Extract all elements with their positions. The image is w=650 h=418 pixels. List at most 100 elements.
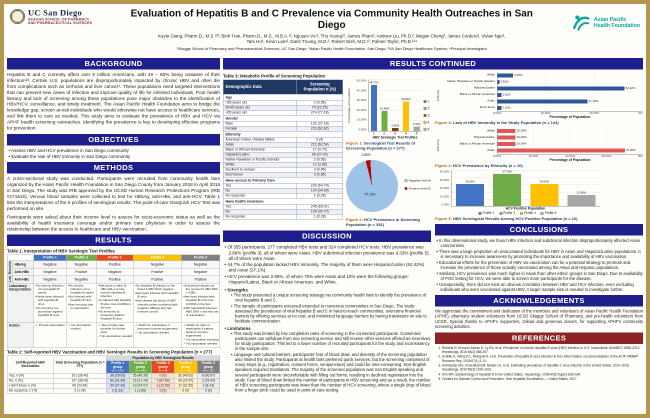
hb-axis: 0.00% 20.00% 40.00% 60.00% bbox=[493, 111, 643, 116]
tr: No response 1 (0.28) bbox=[223, 213, 343, 220]
t1-lbl: HBsAg bbox=[12, 260, 34, 269]
t1-ul: ✓ Provide vaccination bbox=[34, 323, 66, 329]
t1-ul: No hepatitis B infection in the blood if… bbox=[134, 284, 182, 316]
t2-gn: (n = 79) bbox=[180, 369, 191, 373]
cc-lge: Negative Anti-HCV bbox=[404, 178, 431, 183]
t1-val: Negative bbox=[181, 268, 220, 277]
t1-ph: Profile 5 bbox=[181, 254, 220, 262]
t3: Demographic Data Screening Population n (… bbox=[223, 79, 343, 220]
hb-body: White 10.00% Hispanic/Latino 10.00% Black or… bbox=[441, 127, 643, 162]
hb-r: Hispanic/Latino 10.00% bbox=[441, 134, 643, 141]
hb-track: 10.00% bbox=[497, 134, 643, 141]
t1-cell: ✓ Watch for risks of reactivation if pat… bbox=[181, 322, 220, 349]
tr: No response, n (%) 3 (1.08) 2 (1.61) 1 (1.8… bbox=[7, 388, 220, 394]
li: Not infected with hepatitis B virus bbox=[68, 296, 95, 303]
t3-h: Screening Population n (%) bbox=[296, 79, 343, 95]
bar bbox=[497, 99, 588, 104]
span: HCV Prevalence by Ethnicity (n = 10) bbox=[451, 163, 523, 168]
hb-xl: Percentage of Population bbox=[549, 115, 591, 120]
li: Never been infected with hepatitis B vir… bbox=[36, 296, 66, 307]
bar bbox=[530, 183, 559, 207]
span: Percentage of Population bbox=[347, 88, 351, 123]
t2-v: 3 (1.08) bbox=[53, 388, 107, 394]
pre: Figure 3: bbox=[435, 120, 452, 126]
hb-track: 70.00% bbox=[497, 147, 643, 154]
hb-cat: Black or African American bbox=[459, 141, 495, 146]
bar bbox=[567, 195, 596, 207]
cc-yt: 20.00% bbox=[439, 187, 450, 191]
cc-bw: 25.00% bbox=[454, 171, 485, 207]
figure3-hbv-immunity-chart: Ethnicity White 6.45% Native Hawaiian or Pa… bbox=[435, 72, 643, 125]
t2: Self-Reported HBV Vaccination Total Scree… bbox=[7, 355, 220, 394]
t1-val: Positive bbox=[96, 260, 134, 269]
cc-xl: HBV Serologic Test Profiles bbox=[372, 136, 418, 140]
table3: Demographic Data Screening Population n (… bbox=[223, 79, 343, 230]
hb-track: 10.00% bbox=[497, 127, 643, 135]
list-item: Language and cultural barriers, particip… bbox=[231, 352, 431, 393]
t2-v: 0 (0) bbox=[196, 388, 220, 394]
li: Is infected with hepatitis B virus; has … bbox=[98, 299, 132, 310]
table1: Profile 1 Profile 2 Profile 3 Profile 4 Prof… bbox=[7, 254, 220, 349]
cc-dl: 25.00% bbox=[465, 180, 475, 184]
span: Negative Anti-HCV bbox=[408, 178, 431, 183]
cc-yt: 40.00% bbox=[356, 89, 367, 93]
hb-val: 10.00% bbox=[516, 142, 527, 146]
hb-xl: Percentage of Population bbox=[549, 158, 591, 162]
list-item: Hofmeister MG, Rosenthal EM, Barker LK, … bbox=[442, 364, 643, 372]
path bbox=[577, 22, 590, 31]
authors-line1: Kayla Giang, Pharm.D., M.S.¹²³, Binh Tra… bbox=[158, 33, 506, 39]
results-continued-banner: RESULTS CONTINUED bbox=[223, 58, 643, 70]
hb-val: 37.10% bbox=[588, 99, 599, 103]
hb-r: White 6.45% bbox=[441, 72, 643, 79]
bar bbox=[497, 92, 502, 97]
sw bbox=[423, 107, 427, 111]
t2-h: Total Screening Population (n = 277) bbox=[53, 355, 107, 374]
span: 1 bbox=[427, 100, 430, 104]
circle bbox=[575, 15, 580, 20]
cc-lge: 2 bbox=[423, 107, 432, 111]
t1-cell: Has acute or flare (if HBc IgM+) or has … bbox=[96, 283, 134, 323]
tr: Lab Results HBsAg Negative Negative Positive… bbox=[7, 260, 220, 284]
hb-val: 6.45% bbox=[514, 73, 523, 77]
tr: Anti-HBs Negative Positive Negative Positive… bbox=[7, 268, 220, 277]
hb-r: Asian 70.00% bbox=[441, 147, 643, 154]
div: Profile 3 group bbox=[156, 361, 170, 369]
acknowledgements-banner: ACKNOWLEDGEMENTS bbox=[435, 294, 643, 307]
t2-g: Profile 1 group (n = 124) bbox=[106, 360, 130, 374]
span: Profile 4 bbox=[524, 211, 536, 216]
background-banner: BACKGROUND bbox=[7, 58, 220, 70]
t2-gn: (n = 12) bbox=[203, 369, 214, 373]
tr: Yes, n (%) 101 (36.46) 36 (29.03) 25 (46.30… bbox=[7, 373, 220, 379]
cc-lge: 3 bbox=[423, 114, 432, 118]
span: 2 bbox=[427, 107, 430, 111]
cc-yt: 0.00% bbox=[358, 128, 367, 132]
pre: Figure 2: bbox=[346, 217, 363, 223]
cc-yt: 10.00% bbox=[439, 195, 450, 199]
table1-title: Table 1: Interpretation of HBV Serologic… bbox=[7, 248, 115, 254]
div: Profile 2 group bbox=[133, 361, 147, 369]
figures-column: Percentage of Population 50.00% 40.00% 30.0… bbox=[346, 79, 432, 230]
hb-tick: 0.00% bbox=[492, 154, 502, 158]
methods-banner: METHODS bbox=[7, 162, 220, 174]
cc-yt: 40.00% bbox=[439, 170, 450, 174]
pie-top: 2.85% bbox=[361, 153, 371, 158]
results-continued-columns: Table 3: Metabolic Profile of Screening … bbox=[223, 72, 643, 411]
objectives-list: Assess HBV and HCV prevalence in San Die… bbox=[9, 148, 221, 160]
hb-val: 1.61% bbox=[502, 106, 511, 110]
t3-v: 1 (0.28) bbox=[296, 213, 343, 220]
hb-cat: Hispanic/Latino bbox=[473, 135, 495, 139]
t1-rot: Lab Results bbox=[7, 260, 13, 284]
t1-ul: ✓ Watch for reactivation if becomes immu… bbox=[134, 323, 182, 337]
cc-cats: 1 2 3 4 5 bbox=[368, 132, 422, 136]
hb-flex: Ethnicity White 10.00% Hispanic/Latino 10.00… bbox=[435, 127, 643, 162]
t2-h: Self-Reported HBV Vaccination bbox=[7, 355, 54, 374]
li: ✓ No vaccination needed bbox=[135, 331, 169, 335]
li: No chronic infection; not a hepatitis B … bbox=[68, 285, 95, 296]
table2-title: Table 2: Self-reported HBV Vaccination a… bbox=[7, 349, 212, 355]
list-item: Centers for Disease Control and Preventi… bbox=[442, 378, 643, 382]
list-item: 44.7% of the population lacked HBV immun… bbox=[225, 262, 432, 273]
t1-val: Negative bbox=[66, 275, 97, 284]
cc-ya: 50.00% 40.00% 30.00% 20.00% 10.00% 0.00% bbox=[352, 80, 368, 132]
poster-header: UC San Diego SKAGGS SCHOOL OF PHARMACY A… bbox=[4, 4, 646, 54]
ucsd-name: UC San Diego bbox=[28, 8, 83, 18]
